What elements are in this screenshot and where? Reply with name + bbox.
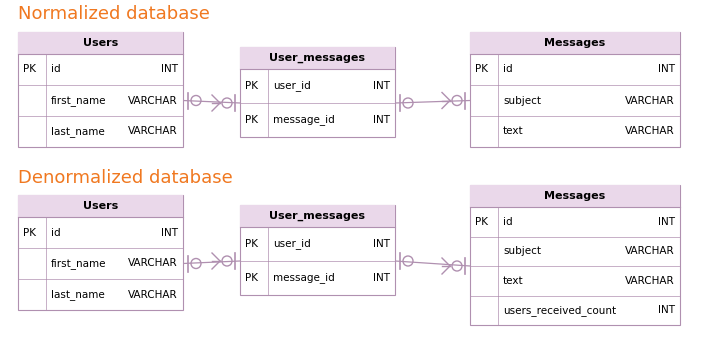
Text: message_id: message_id <box>273 115 335 126</box>
Text: text: text <box>503 127 524 137</box>
Text: Users: Users <box>83 38 118 48</box>
Text: VARCHAR: VARCHAR <box>128 290 178 300</box>
Text: id: id <box>51 228 60 237</box>
Text: user_id: user_id <box>273 238 311 249</box>
Text: INT: INT <box>373 81 390 91</box>
Text: PK: PK <box>23 228 36 237</box>
Bar <box>470 32 680 147</box>
Text: INT: INT <box>161 64 178 74</box>
Text: message_id: message_id <box>273 273 335 283</box>
Text: PK: PK <box>475 64 488 74</box>
Text: INT: INT <box>373 239 390 249</box>
Text: PK: PK <box>475 217 488 227</box>
Text: PK: PK <box>245 239 258 249</box>
Text: user_id: user_id <box>273 81 311 91</box>
Text: VARCHAR: VARCHAR <box>625 276 675 286</box>
Bar <box>470 32 680 54</box>
Text: INT: INT <box>658 64 675 74</box>
Text: users_received_count: users_received_count <box>503 305 616 316</box>
Text: first_name: first_name <box>51 95 107 106</box>
Text: INT: INT <box>161 228 178 237</box>
Text: User_messages: User_messages <box>269 53 365 63</box>
Text: Users: Users <box>83 201 118 211</box>
Bar <box>18 32 183 147</box>
Text: VARCHAR: VARCHAR <box>128 95 178 106</box>
Text: id: id <box>503 217 512 227</box>
Bar <box>240 205 395 295</box>
Text: Normalized database: Normalized database <box>18 5 210 23</box>
Bar <box>240 47 395 137</box>
Text: VARCHAR: VARCHAR <box>625 246 675 256</box>
Text: subject: subject <box>503 246 541 256</box>
Text: INT: INT <box>658 305 675 315</box>
Text: VARCHAR: VARCHAR <box>625 127 675 137</box>
Text: VARCHAR: VARCHAR <box>128 127 178 137</box>
Text: id: id <box>51 64 60 74</box>
Text: INT: INT <box>373 273 390 283</box>
Text: PK: PK <box>245 115 258 125</box>
Text: User_messages: User_messages <box>269 211 365 221</box>
Text: PK: PK <box>23 64 36 74</box>
Bar <box>18 195 183 310</box>
Text: INT: INT <box>658 217 675 227</box>
Text: PK: PK <box>245 273 258 283</box>
Text: first_name: first_name <box>51 258 107 269</box>
Text: text: text <box>503 276 524 286</box>
Bar <box>18 32 183 54</box>
Text: subject: subject <box>503 95 541 106</box>
Text: PK: PK <box>245 81 258 91</box>
Text: INT: INT <box>373 115 390 125</box>
Text: Messages: Messages <box>545 38 606 48</box>
Text: VARCHAR: VARCHAR <box>625 95 675 106</box>
Text: id: id <box>503 64 512 74</box>
Text: Denormalized database: Denormalized database <box>18 169 233 187</box>
Bar <box>240 47 395 69</box>
Bar <box>470 185 680 207</box>
Bar <box>240 205 395 227</box>
Bar <box>18 195 183 217</box>
Text: last_name: last_name <box>51 289 104 300</box>
Text: last_name: last_name <box>51 126 104 137</box>
Text: Messages: Messages <box>545 191 606 201</box>
Text: VARCHAR: VARCHAR <box>128 258 178 268</box>
Bar <box>470 185 680 325</box>
